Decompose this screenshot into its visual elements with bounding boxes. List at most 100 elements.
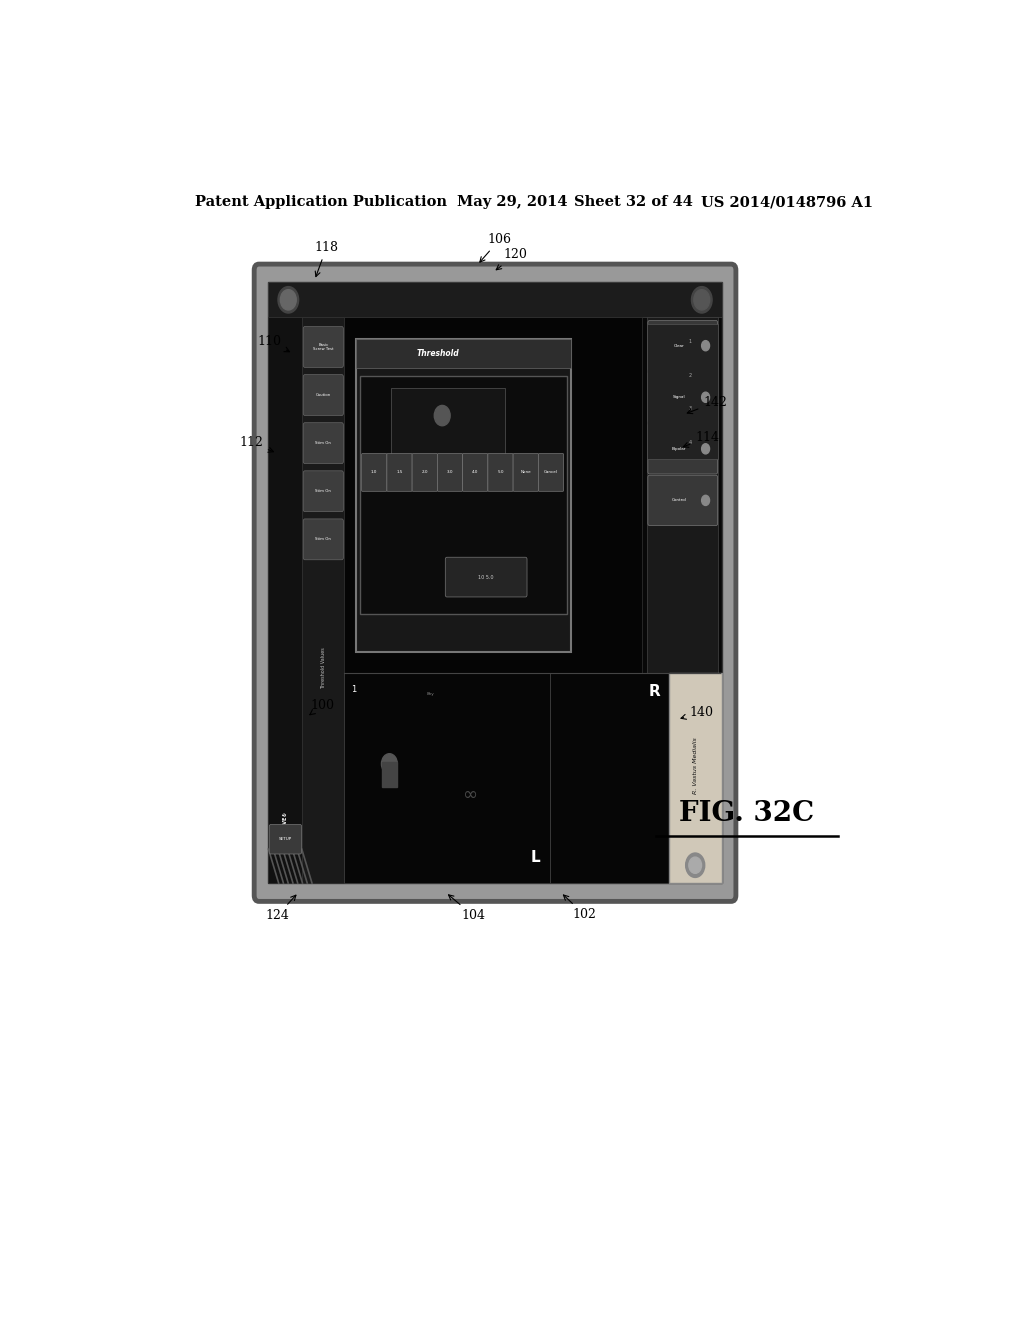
FancyBboxPatch shape — [303, 326, 343, 367]
FancyBboxPatch shape — [648, 321, 718, 371]
Text: Clear: Clear — [674, 343, 685, 347]
Line: 2 pts: 2 pts — [278, 849, 288, 883]
Circle shape — [686, 853, 705, 878]
Circle shape — [701, 341, 710, 351]
Text: Sheet 32 of 44: Sheet 32 of 44 — [574, 195, 693, 209]
Circle shape — [691, 286, 712, 313]
Text: 4: 4 — [688, 440, 691, 445]
Text: May 29, 2014: May 29, 2014 — [458, 195, 568, 209]
Bar — [268, 282, 722, 883]
Text: 114: 114 — [683, 432, 719, 447]
Point — [286, 841, 298, 857]
FancyBboxPatch shape — [513, 454, 539, 491]
Text: Stim On: Stim On — [315, 490, 331, 494]
Text: Control: Control — [672, 499, 687, 503]
Text: Bipolar: Bipolar — [672, 446, 686, 451]
Point — [296, 875, 308, 891]
Bar — [302, 317, 344, 883]
FancyBboxPatch shape — [437, 454, 463, 491]
Point — [338, 665, 350, 681]
FancyBboxPatch shape — [254, 264, 736, 902]
Text: 8hy: 8hy — [427, 692, 434, 696]
Point — [276, 841, 289, 857]
Circle shape — [689, 857, 701, 874]
Text: 1.5: 1.5 — [396, 470, 402, 474]
FancyBboxPatch shape — [303, 471, 343, 512]
Point — [296, 841, 308, 857]
Point — [267, 841, 280, 857]
Text: Threshold: Threshold — [417, 348, 459, 358]
Bar — [647, 317, 719, 673]
FancyBboxPatch shape — [303, 375, 343, 416]
Point — [272, 875, 285, 891]
Point — [301, 875, 313, 891]
Text: 112: 112 — [239, 437, 273, 453]
Point — [306, 875, 318, 891]
Text: 140: 140 — [681, 706, 713, 719]
Circle shape — [694, 289, 710, 310]
FancyBboxPatch shape — [487, 454, 513, 491]
Text: 2.0: 2.0 — [422, 470, 428, 474]
Point — [291, 841, 303, 857]
Point — [282, 875, 294, 891]
Bar — [382, 762, 396, 787]
Text: 120: 120 — [497, 248, 527, 269]
Circle shape — [281, 289, 296, 310]
FancyBboxPatch shape — [412, 454, 437, 491]
Point — [292, 875, 304, 891]
Text: 5.0: 5.0 — [498, 470, 504, 474]
Text: 10 5.0: 10 5.0 — [478, 574, 494, 579]
Text: R. Vastus Medialis: R. Vastus Medialis — [692, 737, 697, 793]
Bar — [550, 673, 669, 883]
Text: 3: 3 — [688, 407, 691, 412]
Text: NuVASIVE®: NuVASIVE® — [283, 810, 288, 842]
Point — [271, 841, 284, 857]
Line: 2 pts: 2 pts — [283, 849, 293, 883]
Text: L: L — [530, 850, 541, 866]
FancyBboxPatch shape — [539, 454, 563, 491]
FancyBboxPatch shape — [361, 454, 387, 491]
Bar — [344, 673, 550, 883]
Text: 124: 124 — [265, 895, 296, 923]
Line: 2 pts: 2 pts — [292, 849, 302, 883]
Text: 118: 118 — [314, 242, 338, 277]
Point — [287, 875, 299, 891]
Text: R: R — [648, 684, 660, 698]
Bar — [268, 317, 302, 883]
Text: SETUP: SETUP — [279, 837, 292, 841]
Bar — [344, 317, 642, 673]
Line: 2 pts: 2 pts — [288, 849, 298, 883]
Line: 2 pts: 2 pts — [273, 849, 284, 883]
Text: 106: 106 — [480, 234, 511, 263]
FancyBboxPatch shape — [269, 825, 302, 854]
FancyBboxPatch shape — [303, 519, 343, 560]
Point — [714, 665, 726, 681]
FancyBboxPatch shape — [387, 454, 412, 491]
Circle shape — [701, 444, 710, 454]
FancyBboxPatch shape — [303, 422, 343, 463]
Line: 2 pts: 2 pts — [302, 849, 312, 883]
Text: FIG. 32C: FIG. 32C — [680, 800, 814, 828]
FancyBboxPatch shape — [648, 424, 718, 474]
Text: US 2014/0148796 A1: US 2014/0148796 A1 — [701, 195, 873, 209]
FancyBboxPatch shape — [445, 557, 527, 597]
Text: Patent Application Publication: Patent Application Publication — [196, 195, 447, 209]
Text: 1: 1 — [688, 339, 691, 343]
Point — [262, 841, 274, 857]
Bar — [360, 376, 566, 614]
Text: 2: 2 — [688, 372, 691, 378]
Text: Cancel: Cancel — [544, 470, 558, 474]
Text: 1.0: 1.0 — [371, 470, 378, 474]
Text: 4.0: 4.0 — [472, 470, 478, 474]
FancyBboxPatch shape — [648, 372, 718, 422]
Point — [278, 875, 290, 891]
FancyBboxPatch shape — [648, 475, 718, 525]
Bar — [669, 673, 722, 883]
Text: Stim On: Stim On — [315, 441, 331, 445]
Circle shape — [701, 495, 710, 506]
Text: ∞: ∞ — [462, 785, 477, 804]
Circle shape — [382, 754, 397, 774]
Text: 104: 104 — [449, 895, 485, 923]
Text: None: None — [520, 470, 531, 474]
Text: 100: 100 — [310, 698, 335, 714]
